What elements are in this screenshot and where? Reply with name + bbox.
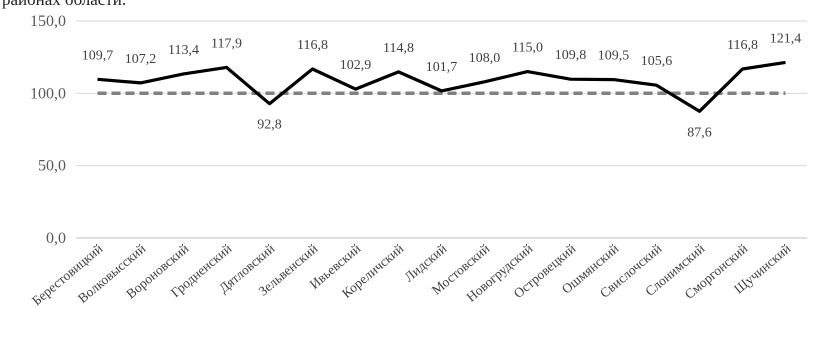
data-labels: 109,7 107,2 113,4 117,9 92,8 116,8 102,9 114,8 1… (82, 31, 802, 140)
y-tick-label: 150,0 (30, 13, 66, 30)
y-tick-label: 50,0 (38, 158, 66, 175)
data-label: 108,0 (469, 51, 501, 66)
data-label: 109,8 (555, 48, 587, 63)
series-lines (97, 60, 786, 113)
data-label: 121,4 (770, 31, 802, 46)
y-tick-label: 0,0 (46, 230, 66, 247)
data-label: 113,4 (168, 43, 199, 58)
data-label: 101,7 (426, 60, 458, 75)
data-label: 92,8 (257, 118, 282, 133)
data-label: 109,7 (82, 48, 114, 63)
data-label: 116,8 (727, 38, 758, 53)
x-axis-ticks: БерестовицкийВолковысскийВороновскийГрод… (29, 241, 793, 308)
data-label: 87,6 (687, 125, 712, 140)
data-label: 114,8 (383, 41, 414, 56)
data-label: 102,9 (340, 58, 372, 73)
data-label: 115,0 (512, 41, 543, 56)
clipped-title: районах области. (2, 0, 126, 9)
y-tick-label: 100,0 (30, 85, 66, 102)
data-label: 105,6 (641, 54, 673, 69)
x-tick-label: Берестовицкий (29, 241, 105, 308)
data-label: 117,9 (211, 36, 242, 51)
data-label: 116,8 (297, 38, 328, 53)
data-label: 107,2 (125, 52, 157, 67)
y-axis-ticks: 0,0 50,0 100,0 150,0 (30, 13, 66, 247)
data-label: 109,5 (598, 49, 630, 64)
